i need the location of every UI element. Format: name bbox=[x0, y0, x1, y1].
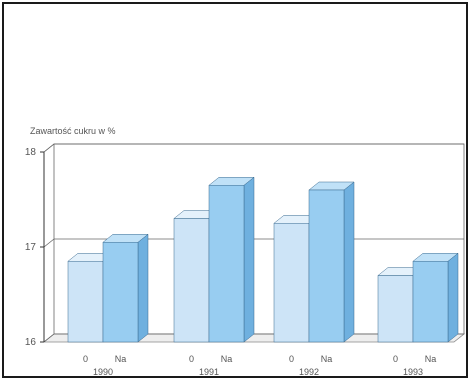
bar-side bbox=[447, 252, 459, 343]
bar bbox=[208, 185, 245, 343]
x-tick-label: 0 bbox=[393, 354, 398, 364]
bar bbox=[273, 223, 310, 343]
y-axis-label: Zawartość cukru w % bbox=[30, 126, 116, 136]
x-group-label: 1993 bbox=[403, 367, 423, 376]
bar-group bbox=[173, 176, 255, 343]
y-tick-label: 18 bbox=[25, 147, 37, 158]
x-tick-label: Na bbox=[321, 354, 333, 364]
bar bbox=[173, 218, 210, 343]
x-tick-label: 0 bbox=[83, 354, 88, 364]
bar-group bbox=[273, 181, 355, 343]
bar-side bbox=[343, 181, 355, 343]
bar bbox=[102, 242, 139, 343]
x-group-label: 1992 bbox=[299, 367, 319, 376]
y-axis: 16 17 18 bbox=[25, 147, 45, 348]
bar-side bbox=[137, 233, 149, 343]
y-tick-label: 16 bbox=[25, 337, 37, 348]
x-group-label: 1990 bbox=[93, 367, 113, 376]
bar-group bbox=[67, 233, 149, 343]
bar bbox=[67, 261, 104, 343]
bar bbox=[308, 189, 345, 343]
bars bbox=[67, 176, 459, 343]
gridline-depth bbox=[43, 238, 55, 248]
bar bbox=[412, 261, 449, 343]
x-tick-label: Na bbox=[425, 354, 437, 364]
bar bbox=[377, 275, 414, 343]
x-tick-label: 0 bbox=[189, 354, 194, 364]
x-group-label: 1991 bbox=[199, 367, 219, 376]
gridline-depth bbox=[43, 143, 55, 153]
bar-group bbox=[377, 252, 459, 343]
bar-side bbox=[243, 176, 255, 343]
gridline-depth bbox=[43, 333, 55, 343]
x-tick-label: Na bbox=[115, 354, 127, 364]
x-tick-label: 0 bbox=[289, 354, 294, 364]
x-tick-label: Na bbox=[221, 354, 233, 364]
y-tick-label: 17 bbox=[25, 242, 37, 253]
chart-frame: Zawartość cukru w % 16 17 18 0 Na 1990 0 Na 199… bbox=[2, 2, 468, 378]
